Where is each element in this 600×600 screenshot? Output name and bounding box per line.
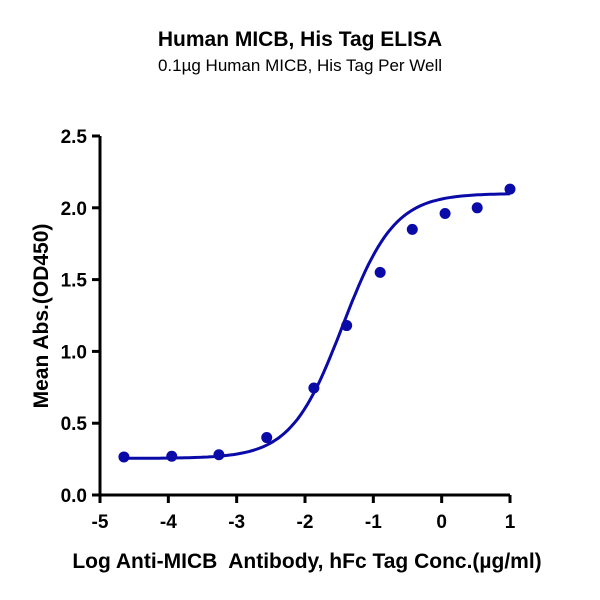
data-point bbox=[341, 320, 353, 332]
x-tick-label: -5 bbox=[92, 512, 109, 533]
data-point bbox=[308, 382, 320, 394]
y-tick-label: 2.5 bbox=[61, 127, 88, 148]
chart-title: Human MICB, His Tag ELISA bbox=[157, 28, 443, 51]
axes bbox=[98, 136, 510, 497]
x-tick-label: 1 bbox=[505, 512, 516, 533]
data-point bbox=[166, 450, 178, 462]
y-tick-label: 0.5 bbox=[61, 414, 88, 435]
x-tick-label: -3 bbox=[228, 512, 245, 533]
fit-curve bbox=[123, 192, 511, 460]
y-axis-ticks: 0.0 0.5 1.0 1.5 2.0 2.5 bbox=[61, 127, 100, 507]
y-axis-title: Mean Abs.(OD450) bbox=[30, 224, 53, 409]
y-tick-label: 1.5 bbox=[61, 271, 88, 292]
data-point bbox=[213, 449, 225, 461]
data-point bbox=[406, 223, 418, 235]
x-axis-title: Log Anti-MICB Antibody, hFc Tag Conc.(µg… bbox=[72, 550, 541, 573]
x-axis-ticks: -5 -4 -3 -2 -1 0 1 bbox=[92, 495, 516, 533]
data-points bbox=[118, 183, 516, 463]
y-tick-label: 1.0 bbox=[61, 342, 87, 363]
y-tick-label: 2.0 bbox=[61, 199, 87, 220]
x-tick-label: -2 bbox=[297, 512, 314, 533]
chart-subtitle: 0.1µg Human MICB, His Tag Per Well bbox=[157, 56, 443, 75]
x-tick-label: 0 bbox=[436, 512, 447, 533]
x-tick-label: -1 bbox=[365, 512, 382, 533]
data-point bbox=[374, 266, 386, 278]
data-point bbox=[504, 183, 516, 195]
data-point bbox=[439, 208, 451, 220]
data-point bbox=[261, 432, 273, 444]
data-point bbox=[118, 451, 130, 463]
data-point bbox=[471, 202, 483, 214]
y-tick-label: 0.0 bbox=[61, 486, 87, 507]
x-tick-label: -4 bbox=[160, 512, 177, 533]
